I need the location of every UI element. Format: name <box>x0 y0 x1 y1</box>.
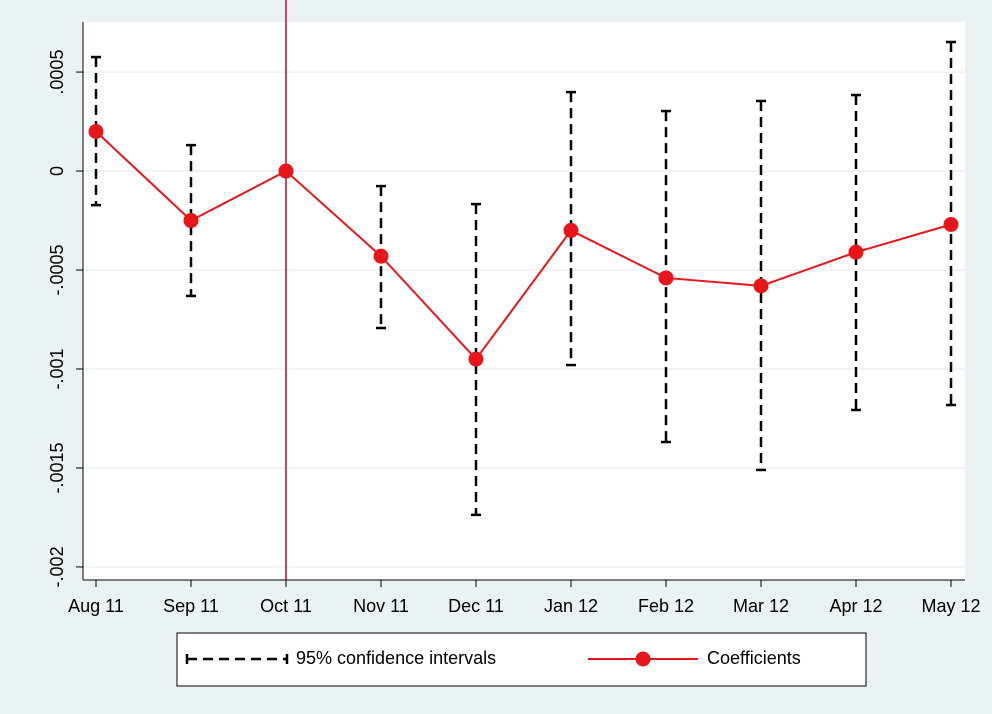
x-tick-label: Nov 11 <box>353 596 409 616</box>
y-tick-label: 0 <box>47 166 67 176</box>
x-tick-label: Apr 12 <box>829 596 882 616</box>
x-tick-label: Sep 11 <box>163 596 219 616</box>
coefficient-point <box>88 123 104 139</box>
coefficient-point <box>658 270 674 286</box>
x-tick-label: May 12 <box>921 596 980 616</box>
coefficient-point <box>183 213 199 229</box>
y-tick-label: -.002 <box>47 546 67 587</box>
legend-label: Coefficients <box>707 648 801 668</box>
coefficient-point <box>943 216 959 232</box>
x-tick-label: Feb 12 <box>638 596 694 616</box>
coefficient-line <box>95 130 952 361</box>
y-tick-label: -.0005 <box>47 244 67 295</box>
coefficient-point <box>373 248 389 264</box>
y-tick-label: .0005 <box>47 50 67 95</box>
x-tick-label: Aug 11 <box>68 596 124 616</box>
y-tick-label: -.0015 <box>47 442 67 493</box>
x-tick-label: Jan 12 <box>544 596 598 616</box>
y-tick-label: -.001 <box>47 348 67 389</box>
legend-key <box>635 651 651 667</box>
x-tick-label: Dec 11 <box>448 596 504 616</box>
coefficient-point <box>848 244 864 260</box>
x-tick-label: Oct 11 <box>260 596 312 616</box>
legend-label: 95% confidence intervals <box>296 648 496 668</box>
x-tick-label: Mar 12 <box>733 596 789 616</box>
legend-box <box>176 632 867 687</box>
coefficient-point <box>563 222 579 238</box>
coefficient-point <box>278 163 294 179</box>
coefficient-point <box>753 278 769 294</box>
coefficient-point <box>468 351 484 367</box>
plot-area <box>83 22 965 580</box>
